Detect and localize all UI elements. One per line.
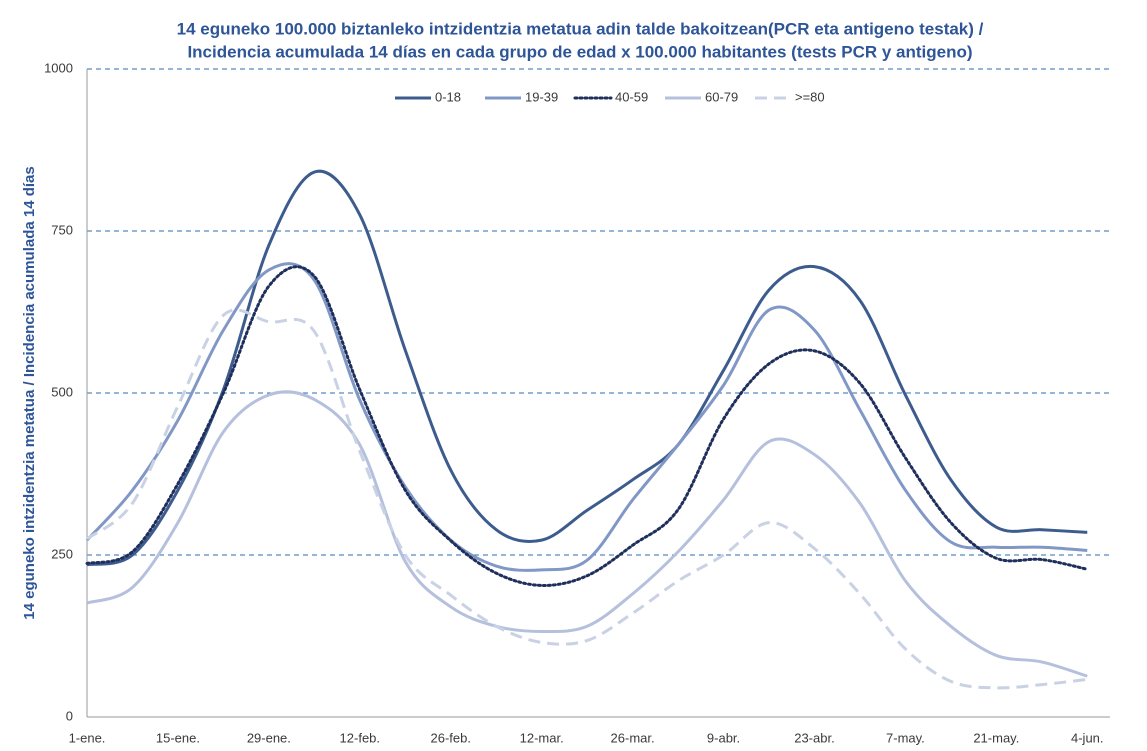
y-tick-label: 1000 [44, 60, 73, 75]
x-tick-label: 4-jun. [1071, 730, 1104, 745]
y-tick-label: 0 [66, 708, 73, 723]
x-tick-label: 26-feb. [430, 730, 470, 745]
x-tick-label: 21-may. [973, 730, 1019, 745]
legend-label: 40-59 [615, 89, 648, 104]
y-tick-label: 750 [51, 222, 73, 237]
x-tick-label: 23-abr. [794, 730, 834, 745]
series-line [86, 390, 1088, 678]
x-tick-label: 15-ene. [156, 730, 200, 745]
y-tick-label: 500 [51, 384, 73, 399]
x-tick-label: 29-ene. [247, 730, 291, 745]
legend-label: >=80 [795, 89, 825, 104]
chart-title: 14 eguneko 100.000 biztanleko intzidentz… [177, 19, 984, 38]
series-line [85, 265, 1089, 587]
y-axis-label: 14 eguneko intzidentzia metatua / Incide… [21, 166, 38, 619]
legend-label: 60-79 [705, 89, 738, 104]
x-tick-label: 1-ene. [69, 730, 106, 745]
x-tick-label: 7-may. [886, 730, 925, 745]
x-tick-label: 12-feb. [340, 730, 380, 745]
x-tick-label: 12-mar. [520, 730, 564, 745]
legend-label: 0-18 [435, 89, 461, 104]
series-line [86, 308, 1088, 690]
legend-label: 19-39 [525, 89, 558, 104]
series-line [85, 262, 1088, 572]
y-tick-label: 250 [51, 546, 73, 561]
x-tick-label: 26-mar. [611, 730, 655, 745]
x-tick-label: 9-abr. [707, 730, 740, 745]
chart-subtitle: Incidencia acumulada 14 días en cada gru… [187, 42, 972, 61]
